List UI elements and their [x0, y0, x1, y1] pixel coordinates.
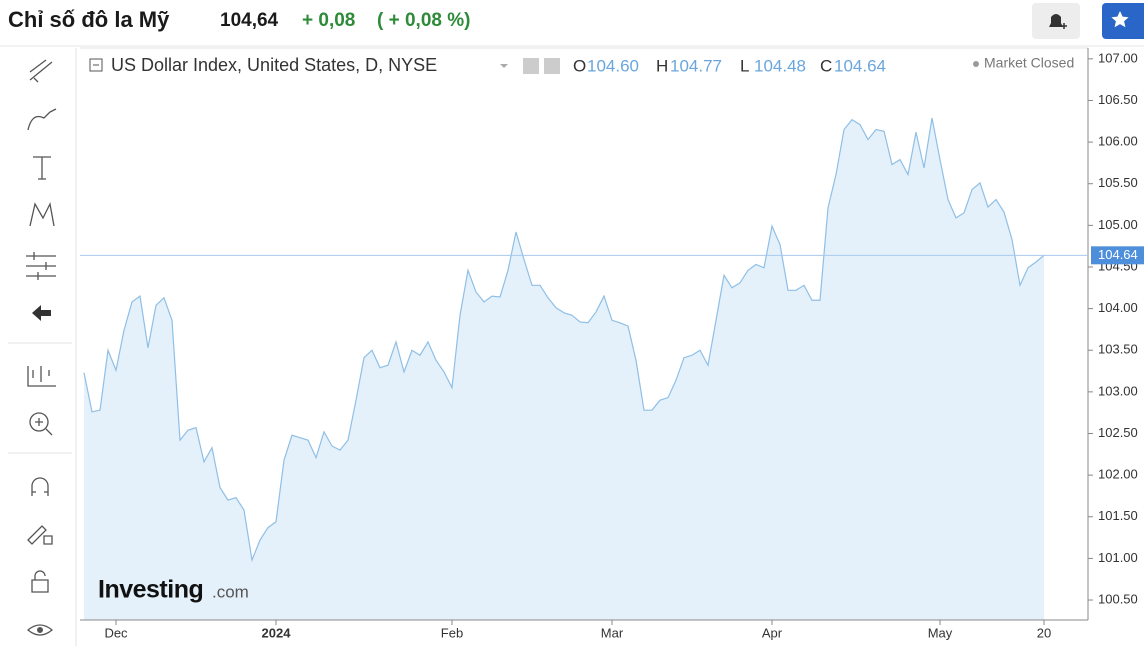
tool-zoom-glass[interactable] [35, 418, 53, 436]
x-tick-label: 2024 [262, 625, 292, 640]
last-price-label: 104.64 [1098, 247, 1138, 262]
x-tick-label: May [928, 625, 953, 640]
bell-icon[interactable] [1049, 14, 1063, 27]
eye-button[interactable] [523, 58, 539, 74]
y-tick-label: 100.50 [1098, 591, 1138, 606]
tool-zoom[interactable] [29, 412, 49, 432]
x-tick-label: Feb [441, 625, 463, 640]
x-tick-label: Apr [762, 625, 783, 640]
ohlc-value: 104.77 [670, 56, 722, 75]
logo-suffix: .com [212, 582, 249, 601]
y-tick-label: 102.50 [1098, 425, 1138, 440]
y-tick-label: 105.50 [1098, 175, 1138, 190]
collapse-box[interactable] [89, 58, 103, 72]
ohlc-value: 104.48 [754, 56, 806, 75]
x-tick-label: 20 [1037, 625, 1051, 640]
y-tick-label: 103.00 [1098, 383, 1138, 398]
y-tick-label: 106.00 [1098, 134, 1138, 149]
y-tick-label: 103.50 [1098, 342, 1138, 357]
y-tick-label: 106.50 [1098, 92, 1138, 107]
star-icon[interactable] [1111, 11, 1129, 28]
ohlc-key: H [656, 56, 668, 75]
watchlist-button[interactable] [1102, 3, 1144, 39]
tool-trend[interactable] [29, 59, 53, 83]
tool-pattern[interactable] [29, 201, 55, 227]
tool-text[interactable] [33, 156, 51, 180]
plot [83, 117, 1045, 620]
ohlc-key: L [740, 56, 749, 75]
x-tick-label: Dec [104, 625, 128, 640]
ohlc-value: 104.60 [587, 56, 639, 75]
toolbar [8, 48, 77, 646]
ohlc-key: C [820, 56, 832, 75]
status-dot [973, 61, 979, 67]
market-status: Market Closed [984, 55, 1074, 71]
settings-button[interactable] [544, 58, 560, 74]
ohlc: O 104.60 H 104.77 L 104.48 C 104.64 [573, 56, 886, 75]
tool-magnet[interactable] [31, 477, 49, 496]
tool-indicators[interactable] [27, 366, 56, 387]
ohlc-value: 104.64 [834, 56, 886, 75]
symbol-dropdown[interactable] [500, 64, 508, 68]
y-tick-label: 101.50 [1098, 508, 1138, 523]
tool-visibility-pupil[interactable] [37, 627, 43, 633]
y-tick-label: 104.00 [1098, 300, 1138, 315]
tool-lock-draw[interactable] [27, 525, 53, 545]
price-line [83, 117, 1045, 563]
y-tick-label: 101.00 [1098, 550, 1138, 565]
logo: Investing [98, 576, 203, 604]
symbol-name: US Dollar Index, United States, D, NYSE [111, 55, 437, 75]
tool-visibility[interactable] [26, 624, 54, 636]
x-tick-label: Mar [601, 625, 624, 640]
change-percent: ( + 0,08 %) [377, 10, 470, 31]
tool-unlock[interactable] [31, 570, 49, 593]
y-tick-label: 102.00 [1098, 467, 1138, 482]
tool-fib[interactable] [26, 252, 56, 280]
price: 104,64 [220, 10, 279, 31]
area-fill [84, 117, 1044, 620]
last-price-box [1091, 246, 1144, 265]
y-tick-label: 107.00 [1098, 50, 1138, 65]
y-tick-label: 105.00 [1098, 217, 1138, 232]
tool-brush[interactable] [27, 108, 57, 131]
alert-button[interactable] [1032, 3, 1080, 39]
tool-collapse[interactable] [32, 305, 51, 321]
ohlc-key: O [573, 56, 586, 75]
change: + 0,08 [302, 10, 355, 31]
page-title: Chỉ số đô la Mỹ [8, 7, 170, 32]
plus-icon[interactable] [1061, 23, 1067, 29]
